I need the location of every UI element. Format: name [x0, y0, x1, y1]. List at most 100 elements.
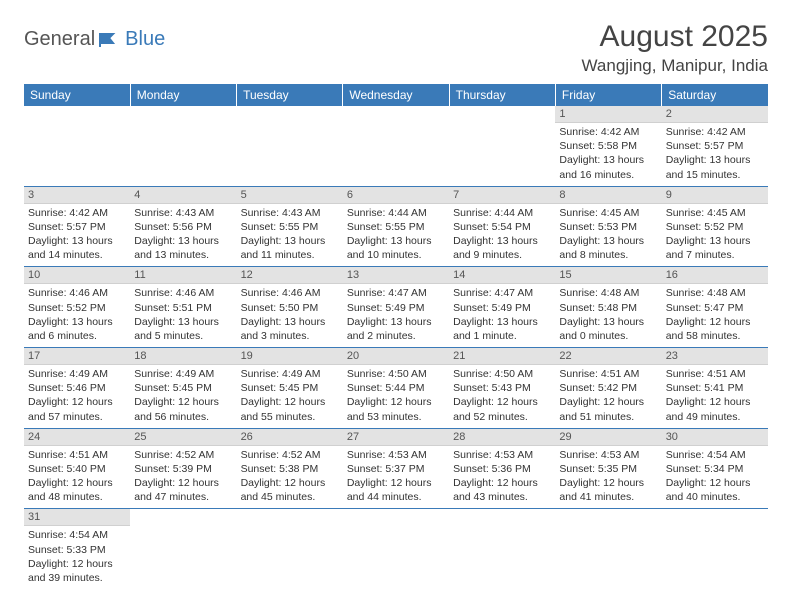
- day-content: Sunrise: 4:53 AMSunset: 5:37 PMDaylight:…: [343, 446, 449, 509]
- sunset-text: Sunset: 5:49 PM: [453, 301, 551, 315]
- calendar-day-cell: [449, 509, 555, 589]
- calendar-day-cell: 29Sunrise: 4:53 AMSunset: 5:35 PMDayligh…: [555, 428, 661, 509]
- sunset-text: Sunset: 5:43 PM: [453, 381, 551, 395]
- day-number: 3: [24, 187, 130, 204]
- day-content: Sunrise: 4:47 AMSunset: 5:49 PMDaylight:…: [343, 284, 449, 347]
- day-number: 12: [237, 267, 343, 284]
- day-content: Sunrise: 4:51 AMSunset: 5:41 PMDaylight:…: [662, 365, 768, 428]
- day-number: 16: [662, 267, 768, 284]
- daylight-text: Daylight: 12 hours and 58 minutes.: [666, 315, 764, 343]
- day-number: 31: [24, 509, 130, 526]
- sunrise-text: Sunrise: 4:48 AM: [666, 286, 764, 300]
- sunset-text: Sunset: 5:57 PM: [28, 220, 126, 234]
- calendar-day-cell: 1Sunrise: 4:42 AMSunset: 5:58 PMDaylight…: [555, 106, 661, 186]
- day-number: 24: [24, 429, 130, 446]
- sunrise-text: Sunrise: 4:51 AM: [666, 367, 764, 381]
- daylight-text: Daylight: 13 hours and 1 minute.: [453, 315, 551, 343]
- day-content: Sunrise: 4:53 AMSunset: 5:35 PMDaylight:…: [555, 446, 661, 509]
- sunrise-text: Sunrise: 4:50 AM: [347, 367, 445, 381]
- calendar-day-cell: 18Sunrise: 4:49 AMSunset: 5:45 PMDayligh…: [130, 348, 236, 429]
- calendar-day-cell: 10Sunrise: 4:46 AMSunset: 5:52 PMDayligh…: [24, 267, 130, 348]
- sunset-text: Sunset: 5:42 PM: [559, 381, 657, 395]
- calendar-week-row: 3Sunrise: 4:42 AMSunset: 5:57 PMDaylight…: [24, 186, 768, 267]
- day-content: Sunrise: 4:53 AMSunset: 5:36 PMDaylight:…: [449, 446, 555, 509]
- day-number: 18: [130, 348, 236, 365]
- sunset-text: Sunset: 5:54 PM: [453, 220, 551, 234]
- calendar-day-cell: [130, 509, 236, 589]
- sunset-text: Sunset: 5:46 PM: [28, 381, 126, 395]
- day-content: Sunrise: 4:54 AMSunset: 5:34 PMDaylight:…: [662, 446, 768, 509]
- sunset-text: Sunset: 5:52 PM: [28, 301, 126, 315]
- day-content: Sunrise: 4:50 AMSunset: 5:44 PMDaylight:…: [343, 365, 449, 428]
- weekday-header: Friday: [555, 84, 661, 106]
- calendar-day-cell: 24Sunrise: 4:51 AMSunset: 5:40 PMDayligh…: [24, 428, 130, 509]
- calendar-day-cell: 4Sunrise: 4:43 AMSunset: 5:56 PMDaylight…: [130, 186, 236, 267]
- calendar-day-cell: 13Sunrise: 4:47 AMSunset: 5:49 PMDayligh…: [343, 267, 449, 348]
- daylight-text: Daylight: 13 hours and 3 minutes.: [241, 315, 339, 343]
- calendar-day-cell: 3 Sunrise: 4:42 AMSunset: 5:57 PMDaylight…: [24, 186, 130, 267]
- daylight-text: Daylight: 12 hours and 47 minutes.: [134, 476, 232, 504]
- calendar-body: 1Sunrise: 4:42 AMSunset: 5:58 PMDaylight…: [24, 106, 768, 589]
- day-number: 4: [130, 187, 236, 204]
- day-number: 22: [555, 348, 661, 365]
- daylight-text: Daylight: 13 hours and 13 minutes.: [134, 234, 232, 262]
- sunrise-text: Sunrise: 4:48 AM: [559, 286, 657, 300]
- day-content: Sunrise: 4:51 AMSunset: 5:42 PMDaylight:…: [555, 365, 661, 428]
- daylight-text: Daylight: 13 hours and 15 minutes.: [666, 153, 764, 181]
- logo: General Blue: [24, 20, 165, 51]
- sunset-text: Sunset: 5:56 PM: [134, 220, 232, 234]
- day-number: 25: [130, 429, 236, 446]
- calendar-day-cell: 30Sunrise: 4:54 AMSunset: 5:34 PMDayligh…: [662, 428, 768, 509]
- sunrise-text: Sunrise: 4:54 AM: [28, 528, 126, 542]
- sunset-text: Sunset: 5:47 PM: [666, 301, 764, 315]
- sunset-text: Sunset: 5:36 PM: [453, 462, 551, 476]
- day-content: Sunrise: 4:52 AMSunset: 5:39 PMDaylight:…: [130, 446, 236, 509]
- sunrise-text: Sunrise: 4:54 AM: [666, 448, 764, 462]
- day-content: Sunrise: 4:44 AMSunset: 5:54 PMDaylight:…: [449, 204, 555, 267]
- calendar-day-cell: [130, 106, 236, 186]
- sunrise-text: Sunrise: 4:42 AM: [666, 125, 764, 139]
- daylight-text: Daylight: 12 hours and 45 minutes.: [241, 476, 339, 504]
- calendar-day-cell: 9Sunrise: 4:45 AMSunset: 5:52 PMDaylight…: [662, 186, 768, 267]
- sunrise-text: Sunrise: 4:51 AM: [28, 448, 126, 462]
- sunset-text: Sunset: 5:55 PM: [347, 220, 445, 234]
- sunset-text: Sunset: 5:35 PM: [559, 462, 657, 476]
- sunset-text: Sunset: 5:49 PM: [347, 301, 445, 315]
- day-content: Sunrise: 4:54 AMSunset: 5:33 PMDaylight:…: [24, 526, 130, 589]
- sunrise-text: Sunrise: 4:53 AM: [559, 448, 657, 462]
- daylight-text: Daylight: 13 hours and 16 minutes.: [559, 153, 657, 181]
- day-number: 8: [555, 187, 661, 204]
- calendar-day-cell: 26Sunrise: 4:52 AMSunset: 5:38 PMDayligh…: [237, 428, 343, 509]
- sunrise-text: Sunrise: 4:50 AM: [453, 367, 551, 381]
- weekday-header: Thursday: [449, 84, 555, 106]
- day-number: 21: [449, 348, 555, 365]
- calendar-day-cell: 31Sunrise: 4:54 AMSunset: 5:33 PMDayligh…: [24, 509, 130, 589]
- sunrise-text: Sunrise: 4:43 AM: [241, 206, 339, 220]
- daylight-text: Daylight: 12 hours and 53 minutes.: [347, 395, 445, 423]
- calendar-day-cell: [662, 509, 768, 589]
- calendar-day-cell: 20Sunrise: 4:50 AMSunset: 5:44 PMDayligh…: [343, 348, 449, 429]
- sunset-text: Sunset: 5:38 PM: [241, 462, 339, 476]
- day-content: Sunrise: 4:44 AMSunset: 5:55 PMDaylight:…: [343, 204, 449, 267]
- day-content: Sunrise: 4:50 AMSunset: 5:43 PMDaylight:…: [449, 365, 555, 428]
- calendar-day-cell: 25Sunrise: 4:52 AMSunset: 5:39 PMDayligh…: [130, 428, 236, 509]
- daylight-text: Daylight: 13 hours and 14 minutes.: [28, 234, 126, 262]
- sunrise-text: Sunrise: 4:44 AM: [453, 206, 551, 220]
- sunrise-text: Sunrise: 4:53 AM: [347, 448, 445, 462]
- calendar-week-row: 10Sunrise: 4:46 AMSunset: 5:52 PMDayligh…: [24, 267, 768, 348]
- sunset-text: Sunset: 5:58 PM: [559, 139, 657, 153]
- calendar-day-cell: 12Sunrise: 4:46 AMSunset: 5:50 PMDayligh…: [237, 267, 343, 348]
- calendar-day-cell: 23Sunrise: 4:51 AMSunset: 5:41 PMDayligh…: [662, 348, 768, 429]
- day-content: Sunrise: 4:49 AMSunset: 5:45 PMDaylight:…: [237, 365, 343, 428]
- daylight-text: Daylight: 13 hours and 8 minutes.: [559, 234, 657, 262]
- day-content: Sunrise: 4:48 AMSunset: 5:47 PMDaylight:…: [662, 284, 768, 347]
- day-number: 10: [24, 267, 130, 284]
- daylight-text: Daylight: 12 hours and 40 minutes.: [666, 476, 764, 504]
- sunrise-text: Sunrise: 4:42 AM: [28, 206, 126, 220]
- logo-text-blue: Blue: [125, 28, 165, 51]
- daylight-text: Daylight: 12 hours and 39 minutes.: [28, 557, 126, 585]
- day-content: Sunrise: 4:47 AMSunset: 5:49 PMDaylight:…: [449, 284, 555, 347]
- weekday-header: Saturday: [662, 84, 768, 106]
- calendar-day-cell: 22Sunrise: 4:51 AMSunset: 5:42 PMDayligh…: [555, 348, 661, 429]
- calendar-day-cell: 28Sunrise: 4:53 AMSunset: 5:36 PMDayligh…: [449, 428, 555, 509]
